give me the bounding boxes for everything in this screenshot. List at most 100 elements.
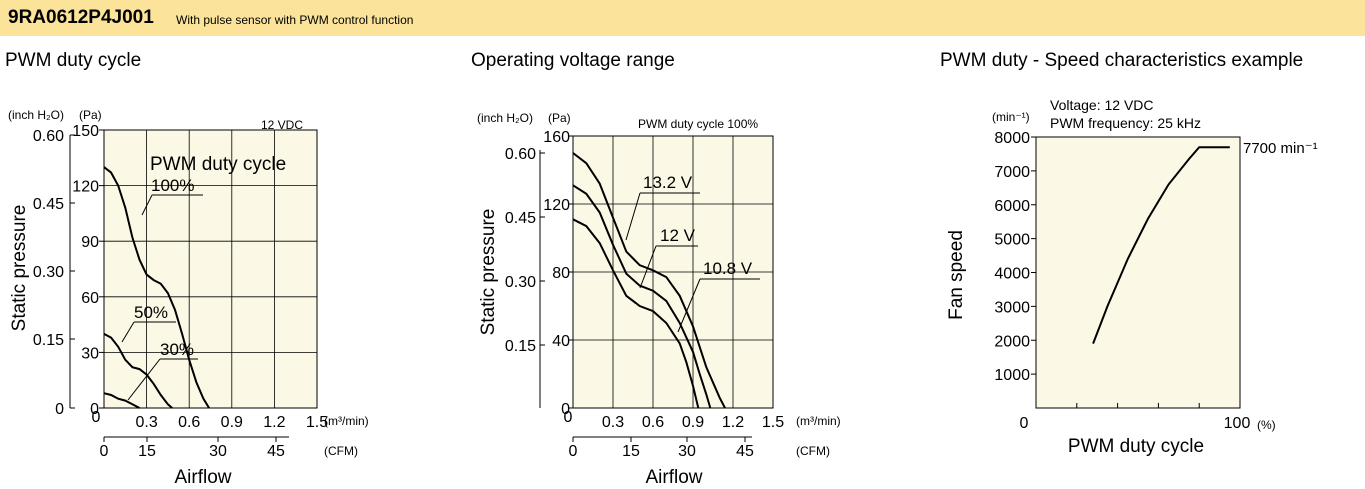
series-label-50pct: 50% (134, 303, 168, 322)
cfm-tick-label: 30 (678, 443, 696, 460)
y-tick-label: 3000 (994, 299, 1030, 316)
leader-line (141, 194, 153, 216)
y-tick-label: 6000 (994, 198, 1030, 215)
leader-line (639, 245, 657, 289)
series-line-132V (572, 152, 726, 409)
series-label-108v: 10.8 V (703, 259, 753, 278)
cfm-tick-label: 45 (267, 443, 285, 460)
x-tick-label: 100 (1224, 415, 1251, 432)
y-tick-label-pa: 30 (81, 345, 99, 362)
y-unit-inch: (inch H₂O) (8, 108, 64, 122)
y-tick-label-inch: 0.15 (33, 332, 64, 349)
x-tick-label: 0.3 (602, 414, 624, 431)
y-axis-title: Static pressure (478, 209, 499, 336)
x-unit-cfm: (CFM) (796, 444, 830, 458)
y-tick-label-pa: 120 (543, 197, 570, 214)
x-tick-label: 1.5 (762, 414, 784, 431)
y-tick-label: 1000 (994, 367, 1030, 384)
cfm-tick-label: 15 (138, 443, 156, 460)
x-axis-title: Airflow (174, 467, 231, 488)
x-tick-label: 1.5 (306, 414, 328, 431)
y-tick-label-inch: 0.45 (33, 196, 64, 213)
y-tick-label: 4000 (994, 266, 1030, 283)
y-tick-label-inch: 0.30 (505, 274, 536, 291)
section-title-voltage: Operating voltage range (471, 50, 675, 71)
y-tick-label-pa: 0 (90, 401, 99, 418)
y-tick-label-pa: 160 (543, 129, 570, 146)
y-tick-label: 5000 (994, 232, 1030, 249)
series-line-12V (572, 184, 712, 409)
plot-area (103, 129, 318, 409)
x-axis-title: Airflow (645, 467, 702, 488)
series-label-132v: 13.2 V (643, 173, 693, 192)
cfm-tick-label: 0 (569, 443, 578, 460)
y-tick-label-pa: 40 (552, 333, 570, 350)
x-tick-label: 0.6 (178, 414, 200, 431)
x-tick-label: 0 (1020, 415, 1029, 432)
y-tick-label-pa: 80 (552, 265, 570, 282)
x-unit-m3: (m³/min) (796, 414, 841, 428)
series-line-speed (1092, 146, 1230, 344)
cfm-tick-label: 45 (736, 443, 754, 460)
y-tick-label-inch: 0.15 (505, 338, 536, 355)
x-axis-title: PWM duty cycle (1068, 436, 1204, 457)
y-tick-label-pa: 0 (561, 401, 570, 418)
series-label-30pct: 30% (160, 340, 194, 359)
y-axis-title: Fan speed (946, 230, 967, 320)
x-tick-label: 0 (564, 409, 573, 426)
y-tick-label: 7000 (994, 164, 1030, 181)
y-unit-pa: (Pa) (548, 111, 571, 125)
plot-area (1035, 136, 1241, 409)
max-speed-annotation: 7700 min⁻¹ (1243, 140, 1318, 157)
legend-title: PWM duty cycle (150, 154, 286, 175)
series-label-12v: 12 V (660, 226, 696, 245)
y-tick-label: 8000 (994, 130, 1030, 147)
x-tick-label: 0 (92, 409, 101, 426)
series-line-30pct (103, 392, 140, 409)
cfm-tick-label: 0 (100, 443, 109, 460)
cfm-tick-label: 30 (209, 443, 227, 460)
y-tick-label-pa: 120 (72, 179, 99, 196)
x-tick-label: 1.2 (263, 414, 285, 431)
section-title-speed: PWM duty - Speed characteristics example (940, 50, 1304, 71)
condition-label: PWM duty cycle 100% (638, 117, 758, 131)
y-unit-pa: (Pa) (79, 108, 102, 122)
y-tick-label-inch: 0.30 (33, 264, 64, 281)
y-tick-label: 2000 (994, 333, 1030, 350)
leader-line (127, 358, 161, 401)
x-tick-label: 0.9 (221, 414, 243, 431)
x-unit: (%) (1257, 418, 1276, 432)
x-tick-label: 0.9 (682, 414, 704, 431)
leader-line (625, 192, 641, 241)
condition-frequency: PWM frequency: 25 kHz (1050, 115, 1201, 131)
leader-line (121, 321, 135, 343)
series-line-50pct (103, 333, 173, 409)
x-unit-cfm: (CFM) (324, 444, 358, 458)
series-label-100pct: 100% (151, 176, 194, 195)
y-tick-label-pa: 90 (81, 234, 99, 251)
condition-label: 12 VDC (261, 118, 303, 132)
x-tick-label: 0.3 (135, 414, 157, 431)
series-line-108V (572, 218, 700, 409)
x-tick-label: 1.2 (722, 414, 744, 431)
y-tick-label-inch: 0.60 (505, 146, 536, 163)
y-unit-inch: (inch H₂O) (477, 111, 533, 125)
x-tick-label: 0.6 (642, 414, 664, 431)
leader-line (677, 278, 701, 333)
cfm-tick-label: 15 (622, 443, 640, 460)
condition-voltage: Voltage: 12 VDC (1050, 97, 1154, 113)
y-tick-label-inch: 0.60 (33, 128, 64, 145)
series-line-100pct (103, 166, 210, 409)
y-tick-label-inch: 0.45 (505, 210, 536, 227)
model-number: 9RA0612P4J001 (8, 7, 154, 28)
x-unit-m3: (m³/min) (324, 414, 369, 428)
model-subtitle: With pulse sensor with PWM control funct… (176, 13, 414, 27)
section-title-duty: PWM duty cycle (5, 50, 142, 71)
y-axis-title: Static pressure (9, 205, 30, 332)
header-bar: 9RA0612P4J001 With pulse sensor with PWM… (0, 0, 1365, 36)
y-tick-label-pa: 150 (72, 123, 99, 140)
y-tick-label-inch: 0 (55, 401, 64, 418)
y-unit: (min⁻¹) (992, 110, 1030, 124)
y-tick-label-pa: 60 (81, 290, 99, 307)
